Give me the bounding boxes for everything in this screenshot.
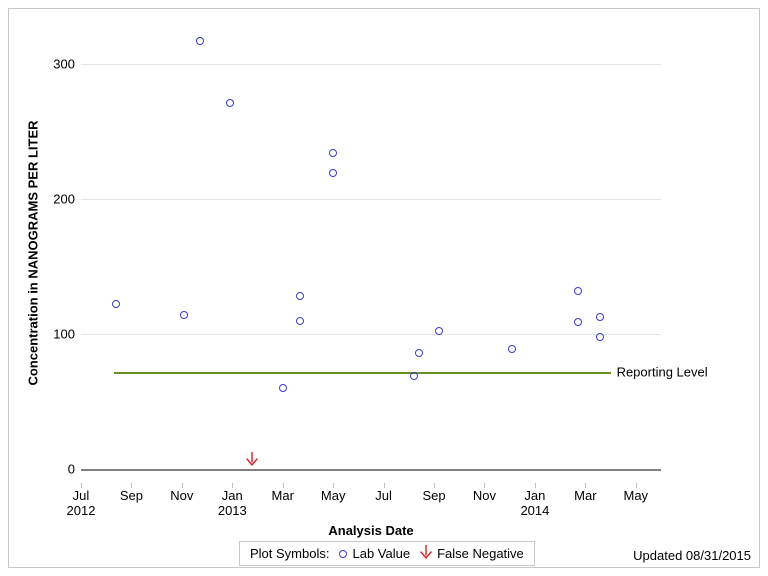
x-tick-label: Mar xyxy=(574,483,596,504)
y-tick-label: 300 xyxy=(53,56,81,71)
lab-value-marker xyxy=(296,292,304,300)
zero-line xyxy=(81,469,661,471)
lab-value-marker xyxy=(435,327,443,335)
x-tick-label: Jan 2013 xyxy=(218,483,247,519)
x-tick-label: Sep xyxy=(120,483,143,504)
x-tick-label: May xyxy=(321,483,346,504)
x-tick-label: Mar xyxy=(272,483,294,504)
x-tick-label: Sep xyxy=(422,483,445,504)
legend-item-lab-value: Lab Value xyxy=(339,546,410,561)
grid-line xyxy=(81,199,661,200)
x-tick-label: Jan 2014 xyxy=(520,483,549,519)
grid-line xyxy=(81,334,661,335)
lab-value-marker xyxy=(296,317,304,325)
y-tick-label: 100 xyxy=(53,327,81,342)
lab-value-marker xyxy=(574,318,582,326)
reporting-level-label: Reporting Level xyxy=(617,365,708,380)
lab-value-marker xyxy=(415,349,423,357)
x-axis-label: Analysis Date xyxy=(328,523,413,538)
legend: Plot Symbols: Lab Value False Negative xyxy=(239,541,535,566)
y-tick-label: 200 xyxy=(53,191,81,206)
lab-value-marker xyxy=(508,345,516,353)
x-tick-label: Jul xyxy=(375,483,392,504)
updated-footnote: Updated 08/31/2015 xyxy=(633,548,751,563)
x-tick-label: Nov xyxy=(473,483,496,504)
lab-value-marker xyxy=(180,311,188,319)
circle-icon xyxy=(339,550,347,558)
x-tick-label: Nov xyxy=(170,483,193,504)
x-tick-label: May xyxy=(624,483,649,504)
lab-value-marker xyxy=(596,333,604,341)
legend-item-false-negative: False Negative xyxy=(420,545,524,562)
legend-label: False Negative xyxy=(437,546,524,561)
lab-value-marker xyxy=(329,149,337,157)
lab-value-marker xyxy=(574,287,582,295)
y-tick-label: 0 xyxy=(68,462,81,477)
false-negative-marker xyxy=(246,452,258,469)
plot-area: 0100200300Jul 2012SepNovJan 2013MarMayJu… xyxy=(81,23,661,483)
legend-title: Plot Symbols: xyxy=(250,546,329,561)
chart-frame: 0 100 200 300 Jul 2012 Sep Nov Jan 2013 Mar May Ju… xyxy=(8,8,760,568)
y-axis-label: Concentration in NANOGRAMS PER LITER xyxy=(26,120,41,385)
legend-label: Lab Value xyxy=(352,546,410,561)
lab-value-marker xyxy=(329,169,337,177)
lab-value-marker xyxy=(226,99,234,107)
grid-line xyxy=(81,64,661,65)
lab-value-marker xyxy=(279,384,287,392)
reporting-level-line xyxy=(114,372,611,374)
lab-value-marker xyxy=(112,300,120,308)
x-tick-label: Jul 2012 xyxy=(67,483,96,519)
lab-value-marker xyxy=(410,372,418,380)
lab-value-marker xyxy=(196,37,204,45)
lab-value-marker xyxy=(596,313,604,321)
down-arrow-icon xyxy=(420,545,432,562)
